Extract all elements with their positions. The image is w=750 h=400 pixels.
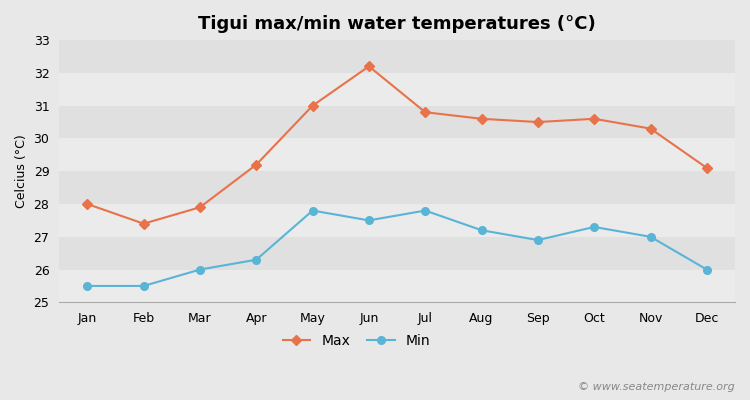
Line: Min: Min [83, 207, 711, 290]
Min [308, 208, 317, 213]
Title: Tigui max/min water temperatures (°C): Tigui max/min water temperatures (°C) [198, 15, 596, 33]
Min [82, 284, 92, 288]
Bar [59, 73, 735, 106]
Bar [59, 237, 735, 270]
Max [252, 162, 261, 167]
Max [646, 126, 655, 131]
Max [308, 103, 317, 108]
Max [364, 64, 374, 69]
Min [646, 234, 655, 239]
Max [82, 202, 92, 206]
Max [477, 116, 486, 121]
Min [702, 267, 711, 272]
Max [533, 120, 542, 124]
Min [590, 224, 598, 229]
Max [140, 221, 148, 226]
Line: Max: Max [84, 63, 710, 227]
Min [364, 218, 374, 223]
Bar [59, 138, 735, 171]
Legend: Max, Min: Max, Min [283, 334, 430, 348]
Max [702, 166, 711, 170]
Min [196, 267, 205, 272]
Bar [59, 40, 735, 73]
Min [252, 257, 261, 262]
Text: © www.seatemperature.org: © www.seatemperature.org [578, 382, 735, 392]
Min [477, 228, 486, 233]
Bar [59, 106, 735, 138]
Bar [59, 270, 735, 302]
Min [533, 238, 542, 242]
Bar [59, 204, 735, 237]
Min [140, 284, 148, 288]
Max [421, 110, 430, 115]
Bar [59, 171, 735, 204]
Max [590, 116, 598, 121]
Min [421, 208, 430, 213]
Max [196, 205, 205, 210]
Y-axis label: Celcius (°C): Celcius (°C) [15, 134, 28, 208]
